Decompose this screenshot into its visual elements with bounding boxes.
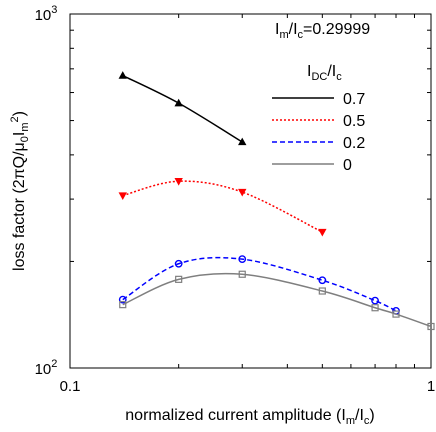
plot-frame [70, 14, 431, 368]
data-point-triangle-up [119, 71, 127, 79]
series-0 [120, 271, 434, 329]
legend-label: 0.7 [343, 91, 365, 108]
legend-label: 0 [343, 157, 352, 174]
y-tick-label: 102 [35, 358, 58, 378]
data-point-triangle-up [238, 138, 246, 146]
x-axis-title: normalized current amplitude (Im/Ic) [125, 407, 374, 427]
data-point-triangle-up [174, 99, 182, 107]
series-layer [119, 71, 434, 329]
legend-label: 0.2 [343, 135, 365, 152]
data-point-circle [372, 297, 378, 303]
y-tick-label: 103 [35, 4, 58, 24]
series-0.7 [119, 71, 247, 145]
x-tick-label: 0.1 [60, 378, 81, 395]
y-axis-title: loss factor (2πQ/μ0Im2) [9, 111, 31, 271]
legend-title: IDC/Ic [307, 63, 342, 83]
legend-label: 0.5 [343, 113, 365, 130]
x-tick-label: 1 [427, 378, 435, 395]
data-point-triangle-down [318, 229, 326, 237]
series-line [123, 181, 323, 232]
series-line [123, 76, 242, 142]
data-point-triangle-down [119, 192, 127, 200]
legend: 0.7 0.5 0.2 0 [272, 91, 365, 174]
axis-ticks: 0.1 1 102 103 [35, 4, 436, 395]
series-0.5 [119, 178, 327, 237]
annotation-im-over-ic: Im/Ic=0.29999 [275, 21, 370, 41]
series-line [123, 274, 431, 327]
